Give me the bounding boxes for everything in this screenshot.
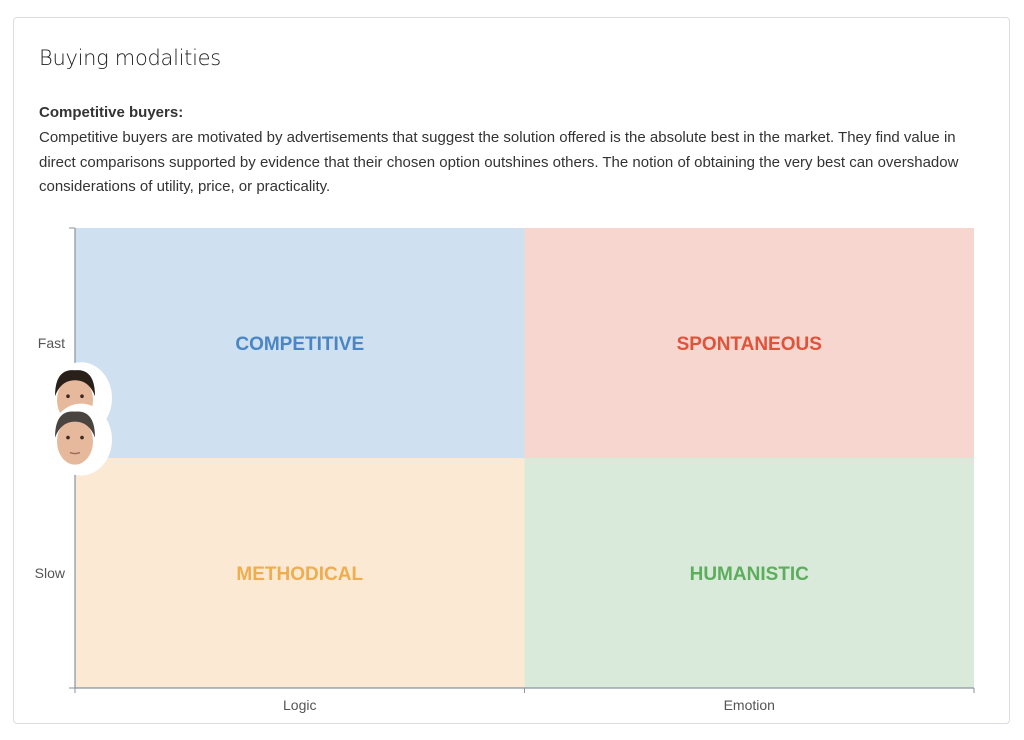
buying-modalities-card [13,17,1010,724]
quadrant-competitive [75,228,525,458]
avatar-point-2 [50,403,112,476]
quadrant-methodical [75,458,525,688]
quadrant-label: METHODICAL [236,564,363,585]
quadrant-spontaneous [524,228,974,458]
avatar-mouth [69,451,81,455]
quadrant-label: HUMANISTIC [690,564,810,585]
avatar-eye [80,394,84,399]
card-description: Competitive buyers are motivated by adve… [39,129,959,195]
quadrant-label: SPONTANEOUS [677,334,822,355]
y-tick-label: Fast [38,335,65,351]
x-tick-label: Logic [283,697,316,713]
card-title: Buying modalities [39,46,221,70]
avatar-eye [80,435,84,440]
quadrant-humanistic [524,458,974,688]
avatar-face [57,418,93,465]
y-tick-label: Slow [35,565,66,581]
avatar-hair [55,370,95,397]
avatar-eye [66,435,70,440]
x-tick-label: Emotion [724,697,775,713]
avatar-eye [66,394,70,399]
avatar-hair [55,411,95,438]
card-subtitle: Competitive buyers: [39,104,184,121]
quadrant-label: COMPETITIVE [235,334,364,355]
